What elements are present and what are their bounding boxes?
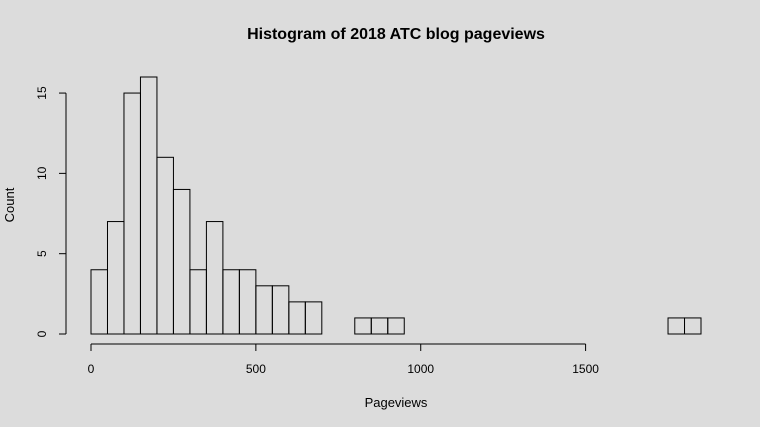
histogram-bar [354,317,372,335]
histogram-bar [189,269,207,335]
histogram-bar [222,269,240,335]
chart-title: Histogram of 2018 ATC blog pageviews [247,26,545,43]
x-axis-label: Pageviews [365,395,428,410]
x-tick-label: 1500 [572,362,599,376]
x-tick-label: 1000 [407,362,434,376]
histogram-bar [139,76,158,335]
y-axis-label: Count [2,187,17,222]
histogram-bar [238,269,257,335]
histogram-bar [205,221,224,335]
histogram-bar [684,317,702,335]
histogram-bar [172,188,191,335]
histogram-bar [123,92,141,335]
x-tick-label: 0 [88,362,95,376]
bars-group [90,76,702,335]
y-tick-label: 5 [35,250,49,257]
histogram-bar [255,285,273,335]
histogram-bar [370,317,389,335]
histogram-bar [106,221,125,335]
histogram-bar [90,269,108,335]
histogram-bar [288,301,306,335]
histogram-bar [156,156,174,335]
y-tick-label: 0 [35,330,49,337]
histogram-bar [667,317,686,335]
y-axis: 0 5 10 15 [35,86,67,337]
histogram-bar [387,317,405,335]
y-tick-label: 10 [35,166,49,180]
histogram-bar [271,285,290,335]
y-tick-label: 15 [35,86,49,100]
x-axis: 0 500 1000 1500 [88,343,599,376]
histogram-bar [304,301,323,335]
x-tick-label: 500 [246,362,266,376]
